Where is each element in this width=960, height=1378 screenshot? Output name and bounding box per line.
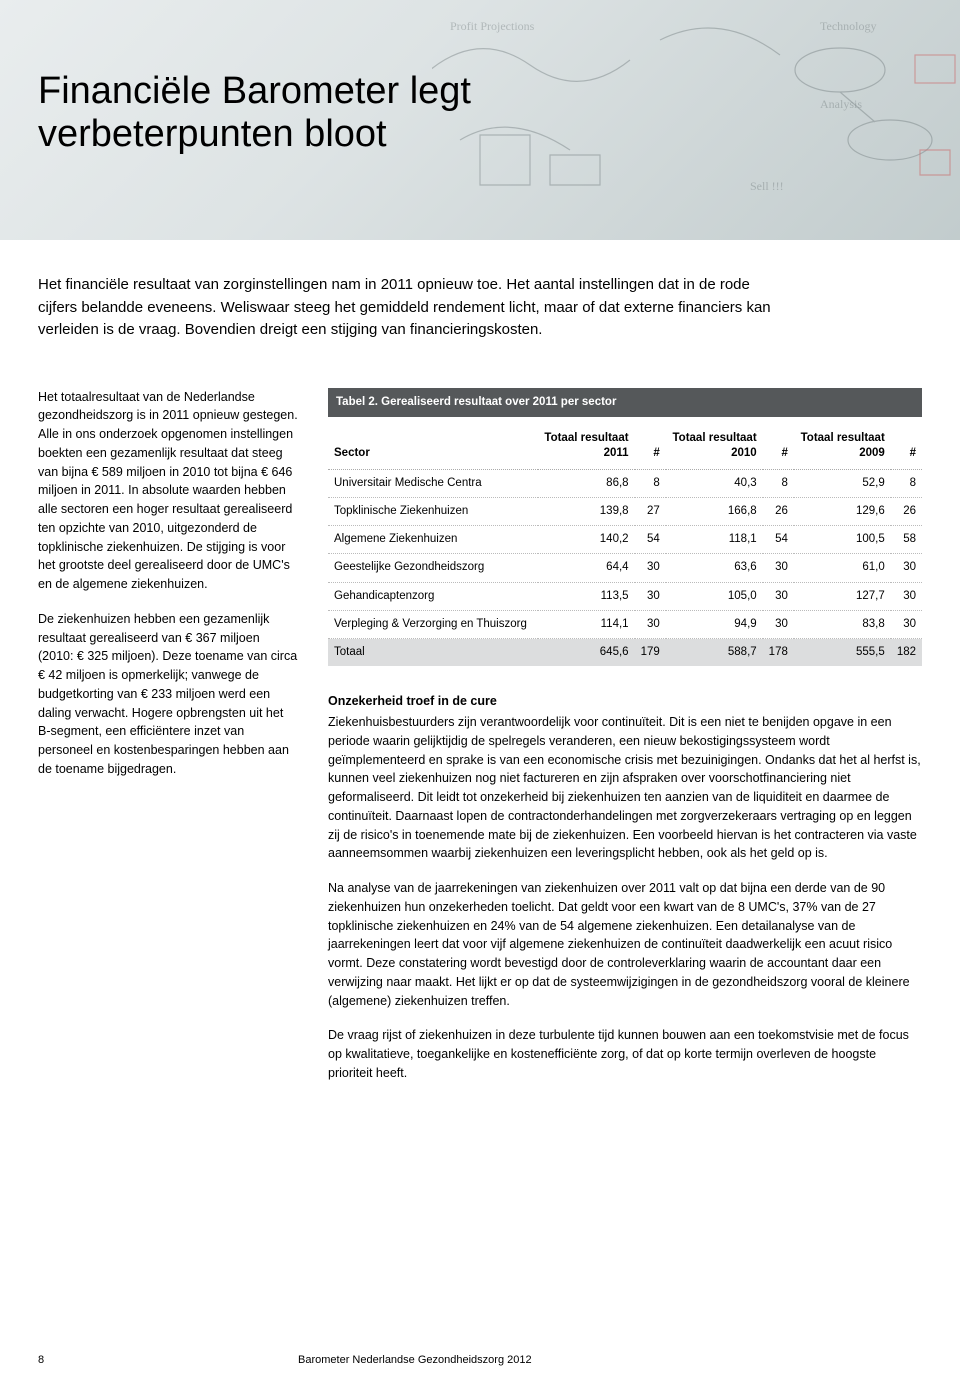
cell-r2011: 86,8: [538, 469, 635, 497]
left-paragraph-1: Het totaalresultaat van de Nederlandse g…: [38, 388, 298, 594]
cell-r2009: 83,8: [794, 610, 891, 638]
cell-sector: Gehandicaptenzorg: [328, 582, 538, 610]
cell-n3: 182: [891, 639, 922, 667]
cell-r2010: 40,3: [666, 469, 763, 497]
cell-n2: 26: [763, 497, 794, 525]
table-row: Gehandicaptenzorg 113,5 30 105,0 30 127,…: [328, 582, 922, 610]
table-header-row: Sector Totaal resultaat 2011 # Totaal re…: [328, 417, 922, 469]
right-paragraph-1: Ziekenhuisbestuurders zijn verantwoordel…: [328, 713, 922, 863]
cell-sector: Universitair Medische Centra: [328, 469, 538, 497]
cell-r2011: 113,5: [538, 582, 635, 610]
th-r2009: Totaal resultaat 2009: [794, 417, 891, 469]
svg-text:Analysis: Analysis: [820, 97, 862, 111]
results-table: Sector Totaal resultaat 2011 # Totaal re…: [328, 417, 922, 667]
cell-r2009: 52,9: [794, 469, 891, 497]
table-total-row: Totaal 645,6 179 588,7 178 555,5 182: [328, 639, 922, 667]
cell-r2011: 114,1: [538, 610, 635, 638]
cell-sector: Verpleging & Verzorging en Thuiszorg: [328, 610, 538, 638]
cell-r2010: 63,6: [666, 554, 763, 582]
cell-sector: Topklinische Ziekenhuizen: [328, 497, 538, 525]
table-row: Universitair Medische Centra 86,8 8 40,3…: [328, 469, 922, 497]
cell-n2: 30: [763, 554, 794, 582]
cell-n2: 54: [763, 526, 794, 554]
table-row: Verpleging & Verzorging en Thuiszorg 114…: [328, 610, 922, 638]
cell-r2010: 105,0: [666, 582, 763, 610]
cell-n3: 30: [891, 582, 922, 610]
cell-r2010: 118,1: [666, 526, 763, 554]
cell-n2: 30: [763, 582, 794, 610]
svg-text:Sell !!!: Sell !!!: [750, 179, 784, 193]
cell-n2: 8: [763, 469, 794, 497]
cell-r2011: 139,8: [538, 497, 635, 525]
cell-r2010: 94,9: [666, 610, 763, 638]
cell-sector: Geestelijke Gezondheidszorg: [328, 554, 538, 582]
page-title: Financiële Barometer legt verbeterpunten…: [38, 70, 518, 155]
page-footer: 8 Barometer Nederlandse Gezondheidszorg …: [0, 1354, 960, 1366]
cell-r2010: 166,8: [666, 497, 763, 525]
cell-n1: 30: [635, 610, 666, 638]
cell-r2011: 64,4: [538, 554, 635, 582]
cell-r2011: 140,2: [538, 526, 635, 554]
cell-r2011: 645,6: [538, 639, 635, 667]
cell-n1: 30: [635, 554, 666, 582]
cell-sector: Algemene Ziekenhuizen: [328, 526, 538, 554]
left-column: Het totaalresultaat van de Nederlandse g…: [38, 388, 298, 1099]
cell-r2009: 61,0: [794, 554, 891, 582]
table-row: Geestelijke Gezondheidszorg 64,4 30 63,6…: [328, 554, 922, 582]
page-number: 8: [38, 1354, 298, 1366]
cell-r2010: 588,7: [666, 639, 763, 667]
section-subhead: Onzekerheid troef in de cure: [328, 692, 922, 711]
th-sector: Sector: [328, 417, 538, 469]
cell-r2009: 555,5: [794, 639, 891, 667]
th-n2: #: [763, 417, 794, 469]
cell-n1: 54: [635, 526, 666, 554]
cell-n3: 30: [891, 554, 922, 582]
intro-paragraph: Het financiële resultaat van zorginstell…: [0, 240, 820, 342]
cell-n3: 26: [891, 497, 922, 525]
table-row: Algemene Ziekenhuizen 140,2 54 118,1 54 …: [328, 526, 922, 554]
cell-n2: 30: [763, 610, 794, 638]
th-r2010: Totaal resultaat 2010: [666, 417, 763, 469]
cell-n1: 27: [635, 497, 666, 525]
cell-sector: Totaal: [328, 639, 538, 667]
th-n3: #: [891, 417, 922, 469]
cell-r2009: 100,5: [794, 526, 891, 554]
right-column: Tabel 2. Gerealiseerd resultaat over 201…: [328, 388, 922, 1099]
right-paragraph-2: Na analyse van de jaarrekeningen van zie…: [328, 879, 922, 1010]
left-paragraph-2: De ziekenhuizen hebben een gezamenlijk r…: [38, 610, 298, 779]
cell-r2009: 127,7: [794, 582, 891, 610]
right-paragraph-3: De vraag rijst of ziekenhuizen in deze t…: [328, 1026, 922, 1082]
cell-n3: 8: [891, 469, 922, 497]
cell-n1: 30: [635, 582, 666, 610]
cell-n3: 58: [891, 526, 922, 554]
cell-n1: 8: [635, 469, 666, 497]
cell-n1: 179: [635, 639, 666, 667]
svg-text:Profit Projections: Profit Projections: [450, 19, 535, 33]
cell-n2: 178: [763, 639, 794, 667]
page: Profit Projections Technology Analysis S…: [0, 0, 960, 1378]
two-column-layout: Het totaalresultaat van de Nederlandse g…: [0, 342, 960, 1099]
cell-n3: 30: [891, 610, 922, 638]
cell-r2009: 129,6: [794, 497, 891, 525]
publication-title: Barometer Nederlandse Gezondheidszorg 20…: [298, 1354, 532, 1366]
hero-image: Profit Projections Technology Analysis S…: [0, 0, 960, 240]
th-r2011: Totaal resultaat 2011: [538, 417, 635, 469]
svg-text:Technology: Technology: [820, 19, 876, 33]
th-n1: #: [635, 417, 666, 469]
table-caption: Tabel 2. Gerealiseerd resultaat over 201…: [328, 388, 922, 417]
table-row: Topklinische Ziekenhuizen 139,8 27 166,8…: [328, 497, 922, 525]
